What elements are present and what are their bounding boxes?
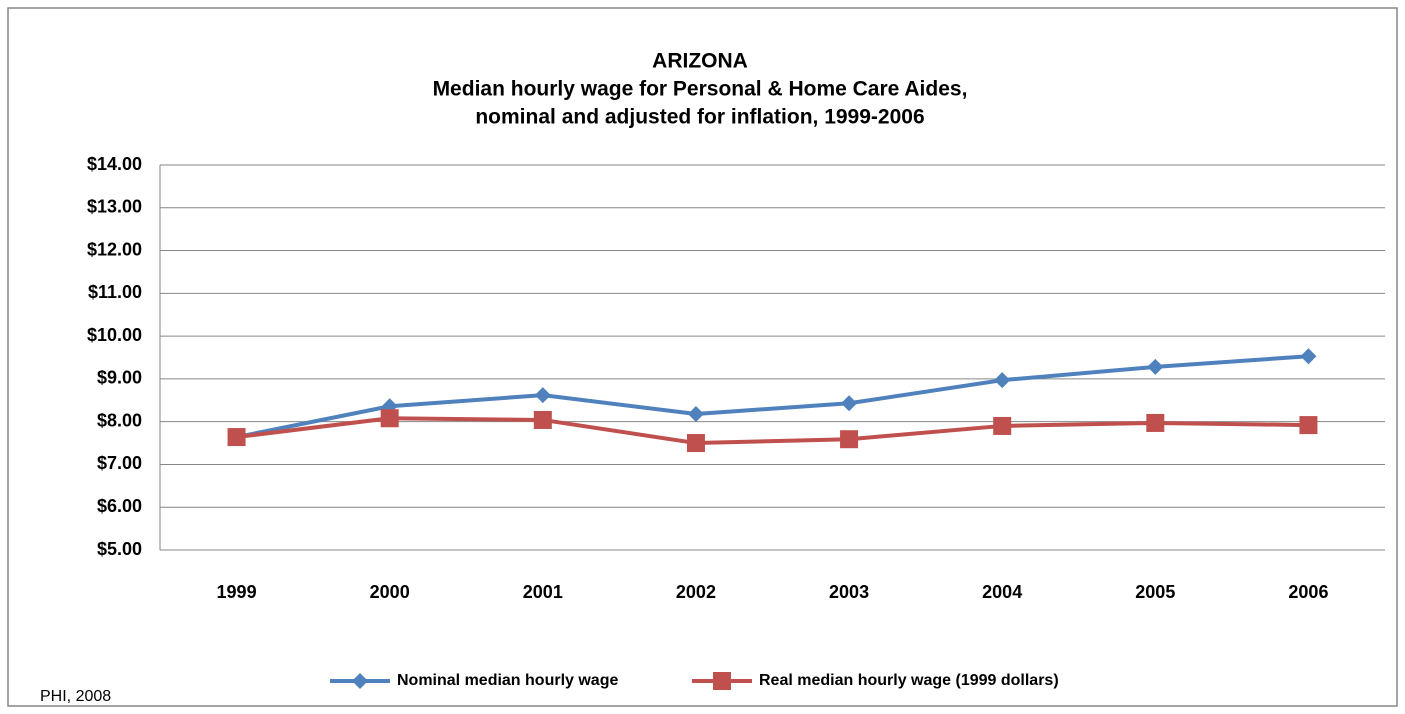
series-line (236, 354, 1309, 440)
marker (993, 416, 1012, 435)
x-tick-label: 2002 (676, 582, 716, 602)
marker (686, 434, 705, 453)
marker (841, 395, 858, 412)
y-tick-label: $6.00 (97, 496, 142, 516)
y-tick-label: $11.00 (88, 282, 142, 302)
x-tick-label: 2001 (523, 582, 563, 602)
marker (1147, 358, 1164, 375)
marker (534, 387, 551, 404)
legend-label: Nominal median hourly wage (397, 672, 618, 689)
marker (352, 673, 368, 689)
marker (380, 409, 399, 428)
marker (1146, 413, 1165, 432)
chart-title: nominal and adjusted for inflation, 1999… (475, 106, 924, 129)
marker (1299, 416, 1318, 435)
x-tick-label: 1999 (217, 582, 257, 602)
x-tick-label: 2004 (982, 582, 1022, 602)
chart-title: ARIZONA (652, 50, 748, 73)
series-line (236, 416, 1309, 446)
marker (840, 430, 859, 449)
marker (533, 410, 552, 429)
source: PHI, 2008 (40, 688, 111, 705)
x-tick-label: 2003 (829, 582, 869, 602)
marker (227, 428, 246, 447)
marker (994, 372, 1011, 389)
x-tick-label: 2005 (1135, 582, 1175, 602)
y-tick-label: $7.00 (97, 453, 142, 473)
legend-label: Real median hourly wage (1999 dollars) (759, 672, 1059, 689)
marker (1300, 348, 1317, 365)
marker (687, 405, 704, 422)
y-tick-label: $14.00 (87, 154, 142, 174)
chart-title: Median hourly wage for Personal & Home C… (433, 78, 968, 101)
y-tick-label: $8.00 (97, 410, 142, 430)
y-tick-label: $5.00 (97, 539, 142, 559)
y-tick-label: $9.00 (97, 368, 142, 388)
chart-border (7, 7, 1398, 707)
y-tick-label: $12.00 (87, 239, 142, 259)
x-tick-label: 2000 (370, 582, 410, 602)
marker (713, 672, 731, 690)
x-tick-label: 2006 (1288, 582, 1328, 602)
y-tick-label: $13.00 (87, 197, 142, 217)
y-tick-label: $10.00 (87, 325, 142, 345)
